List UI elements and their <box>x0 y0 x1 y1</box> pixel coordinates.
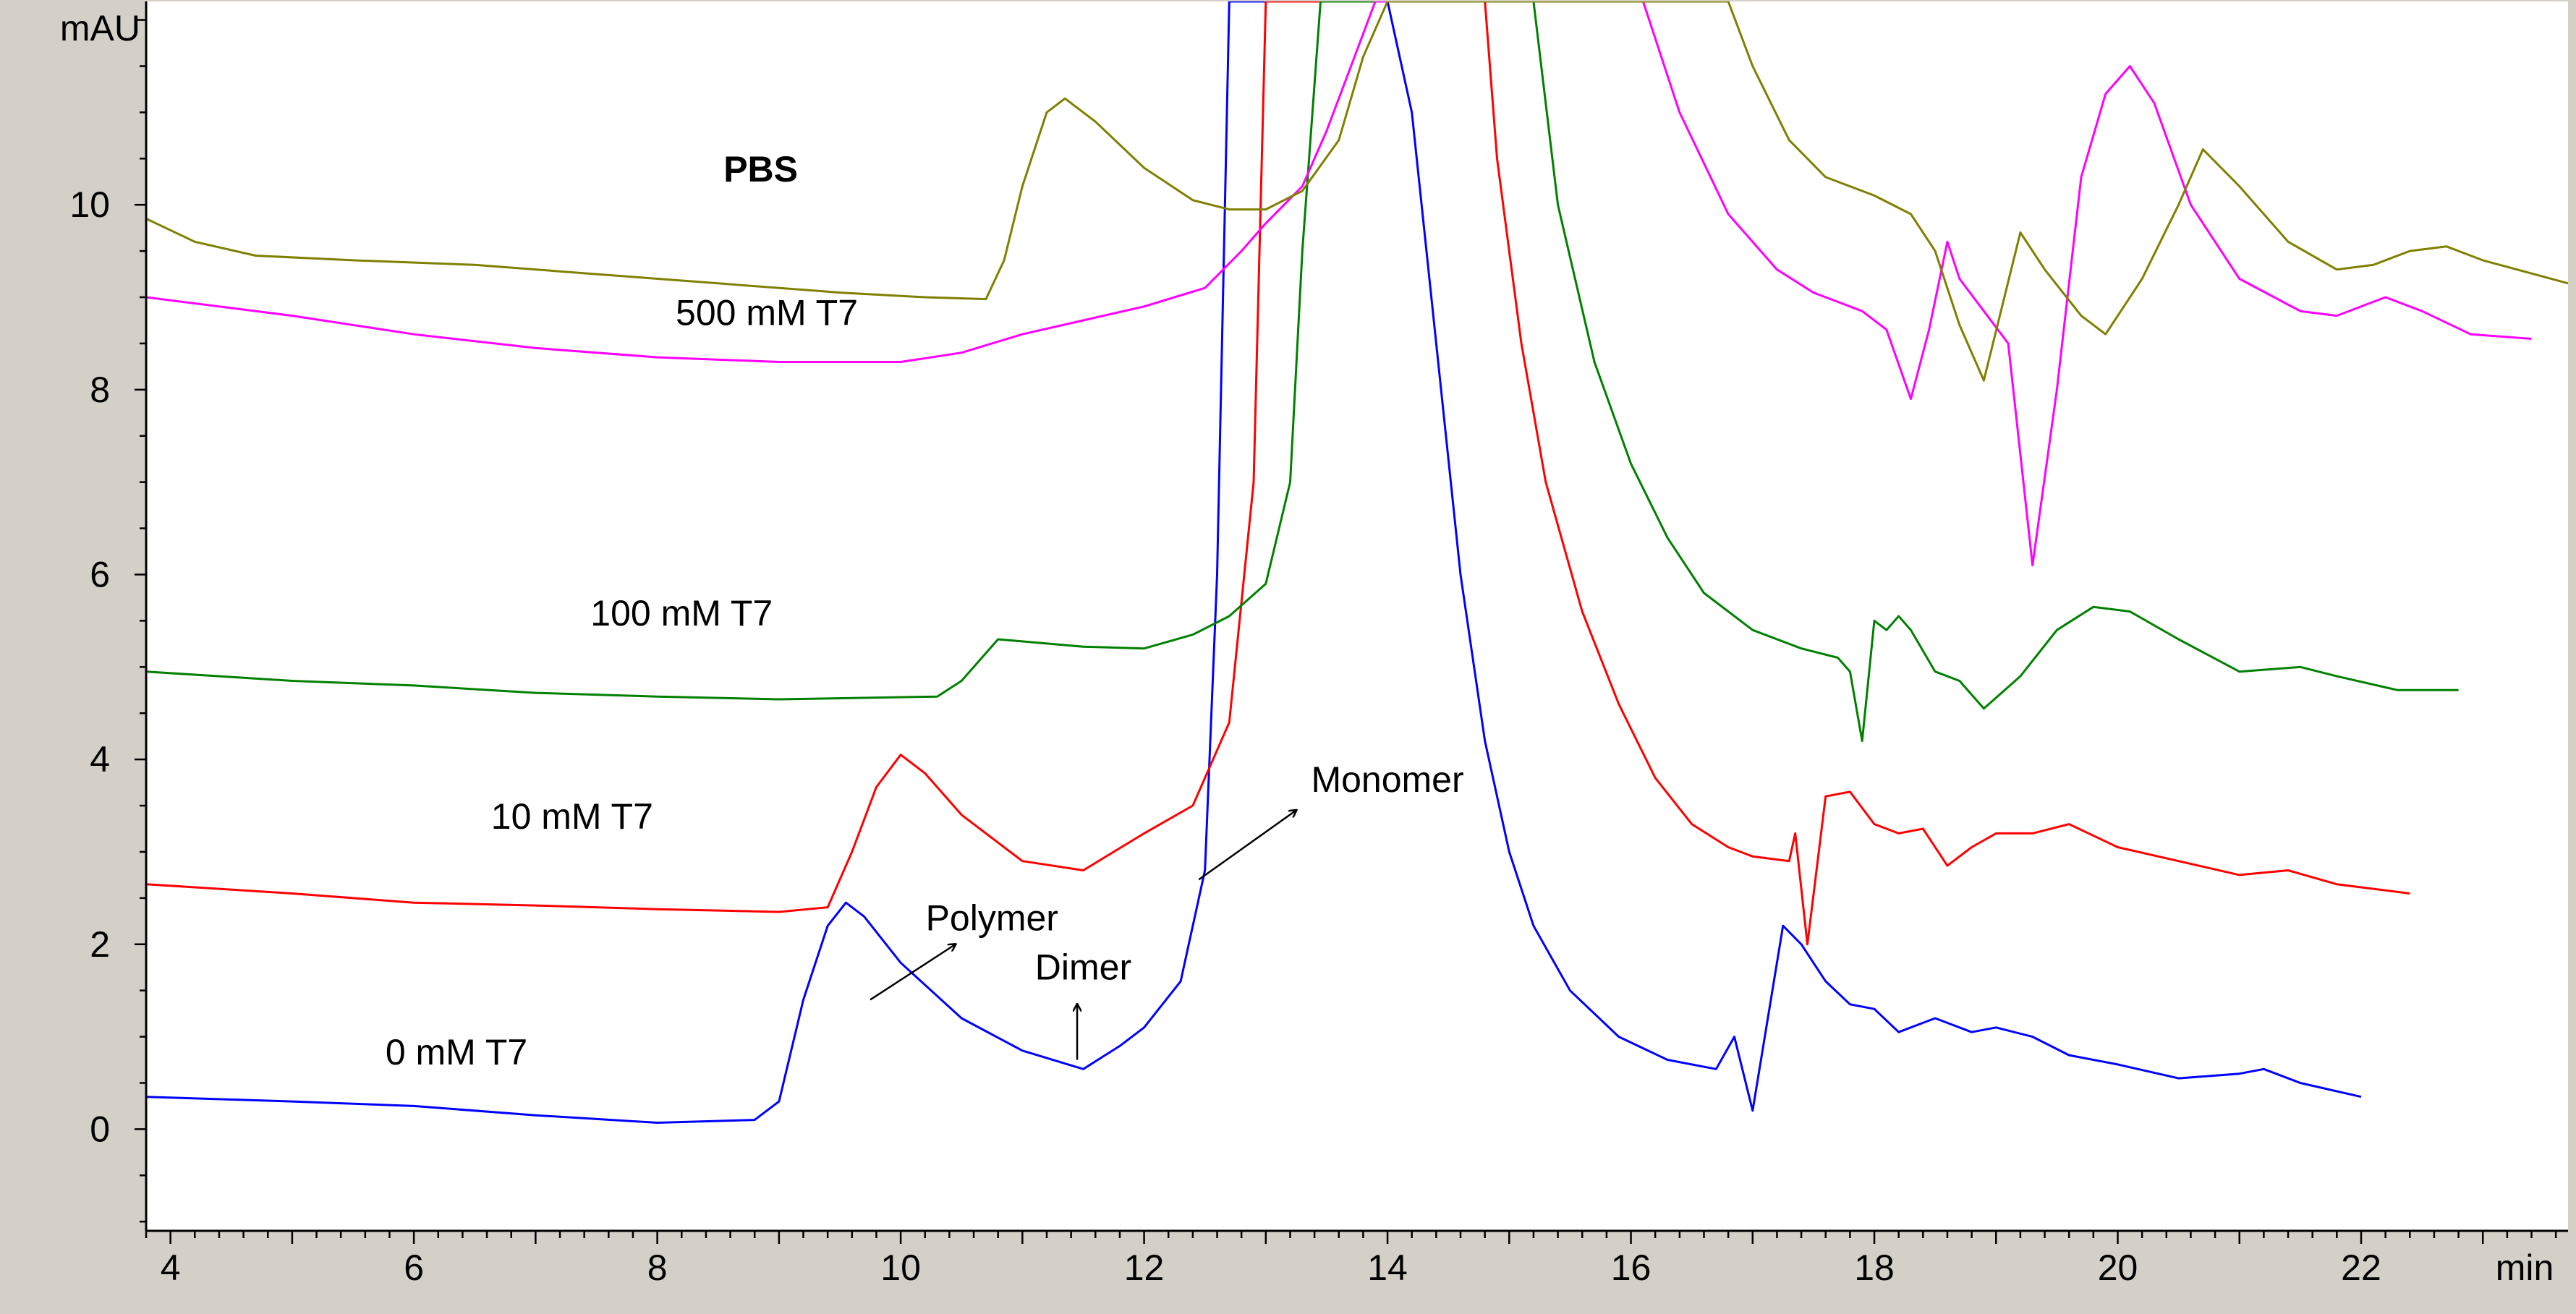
y-tick-label: 2 <box>90 924 110 965</box>
y-tick-label: 0 <box>90 1109 110 1149</box>
x-tick-label: 20 <box>2098 1247 2138 1288</box>
y-unit-label: mAU <box>60 8 140 48</box>
annotation-label: 500 mM T7 <box>676 292 858 333</box>
y-tick-label: 8 <box>90 370 110 410</box>
annotation-arrow <box>870 944 956 1001</box>
x-tick-label: 6 <box>404 1247 424 1288</box>
y-tick-label: 10 <box>69 184 110 225</box>
series-line <box>146 1 2532 567</box>
x-tick-label: 16 <box>1611 1247 1652 1288</box>
y-tick-label: 6 <box>90 554 110 594</box>
series-line <box>146 1 2362 1124</box>
series-line <box>146 1 2568 382</box>
annotation-label: 10 mM T7 <box>491 796 653 837</box>
series-line <box>146 1 2459 743</box>
annotation-label: 100 mM T7 <box>590 593 773 633</box>
x-unit-label: min <box>2496 1247 2554 1288</box>
annotation-arrow <box>1198 810 1296 881</box>
annotation-label: Monomer <box>1311 759 1463 800</box>
x-tick-label: 22 <box>2341 1247 2381 1288</box>
x-tick-label: 8 <box>647 1247 668 1288</box>
x-tick-label: 12 <box>1124 1247 1165 1288</box>
annotation-label: Dimer <box>1035 947 1131 987</box>
annotation-label: PBS <box>723 149 798 189</box>
annotation-label: 0 mM T7 <box>386 1032 527 1072</box>
plot-area <box>146 1 2568 1231</box>
y-tick-label: 4 <box>90 739 110 780</box>
x-tick-label: 4 <box>161 1247 181 1288</box>
series-line <box>146 1 2410 946</box>
x-tick-label: 18 <box>1854 1247 1895 1288</box>
x-tick-label: 10 <box>880 1247 921 1288</box>
x-tick-label: 14 <box>1367 1247 1408 1288</box>
annotation-label: Polymer <box>926 898 1058 939</box>
